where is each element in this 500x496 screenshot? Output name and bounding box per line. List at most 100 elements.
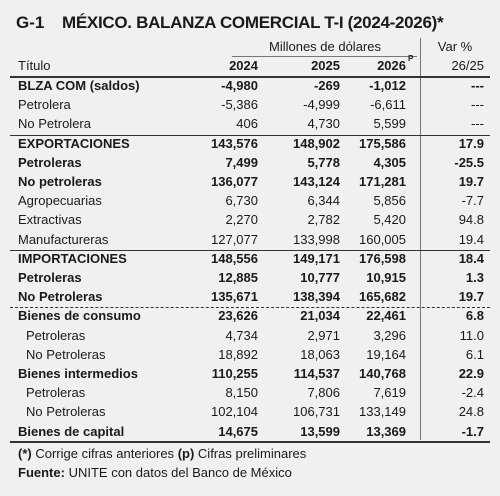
row-label: Petroleras [18, 270, 82, 285]
cell: 143,124 [293, 174, 340, 189]
cell: 12,885 [218, 270, 258, 285]
row-separator [10, 307, 490, 309]
cell: 138,394 [293, 289, 340, 305]
row-label: No Petroleras [18, 289, 103, 305]
cell: 133,998 [293, 231, 340, 247]
column-header: Título [18, 58, 51, 73]
row-separator [10, 249, 490, 251]
source-label: Fuente: [18, 465, 65, 480]
row-label: Agropecuarias [18, 193, 102, 209]
code: G-1 [16, 13, 45, 32]
source-text: UNITE con datos del Banco de México [68, 465, 292, 480]
row-label: Bienes de capital [18, 423, 125, 439]
cell: -1,012 [369, 78, 406, 93]
cell: -6,611 [370, 97, 406, 113]
unit-rule [232, 56, 417, 57]
cell: 102,104 [211, 404, 258, 420]
cell: 114,537 [293, 366, 340, 381]
row-label: Bienes intermedios [18, 366, 138, 381]
row-label: Manufactureras [18, 231, 109, 247]
cell: 6.1 [465, 346, 484, 362]
title: MÉXICO. BALANZA COMERCIAL T-I (2024-2026… [62, 13, 444, 32]
column-divider [420, 38, 421, 440]
note-text: Corrige cifras anteriores [35, 446, 175, 461]
cell: 4,734 [225, 327, 258, 343]
cell: --- [471, 78, 484, 93]
cell: 5,856 [373, 193, 406, 209]
row-label: IMPORTACIONES [18, 250, 127, 266]
cell: 19.7 [458, 174, 484, 189]
row-label: Bienes de consumo [18, 308, 141, 324]
cell: 18,892 [218, 346, 258, 362]
cell: 136,077 [211, 174, 258, 189]
cell: 22.9 [458, 366, 484, 381]
prelim-mark: P [408, 54, 414, 63]
cell: 13,369 [366, 423, 406, 439]
cell: 165,682 [359, 289, 406, 305]
note-text: Cifras preliminares [197, 446, 307, 461]
column-header: 2026 [377, 58, 406, 73]
bottom-rule [10, 441, 490, 443]
cell: -25.5 [454, 154, 484, 170]
cell: 18,063 [300, 346, 340, 362]
cell: 4,305 [373, 154, 406, 170]
cell: 140,768 [359, 366, 406, 381]
cell: 4,730 [307, 116, 340, 132]
cell: 14,675 [218, 423, 258, 439]
cell: 148,902 [293, 135, 340, 151]
cell: 6,730 [225, 193, 258, 209]
cell: --- [471, 97, 484, 113]
cell: 110,255 [211, 366, 258, 381]
row-label: Petroleras [26, 327, 86, 343]
cell: 2,270 [225, 212, 258, 228]
cell: 19.4 [458, 231, 484, 247]
cell: 7,499 [225, 154, 258, 170]
row-label: No Petrolera [18, 116, 91, 132]
row-label: Petroleras [18, 154, 82, 170]
cell: 175,586 [359, 135, 406, 151]
row-label: Petrolera [18, 97, 71, 113]
cell: 6.8 [465, 308, 484, 324]
cell: 5,778 [307, 154, 340, 170]
cell: 13,599 [300, 423, 340, 439]
row-label: EXPORTACIONES [18, 135, 130, 151]
row-label: No Petroleras [26, 404, 106, 420]
source: Fuente: UNITE con datos del Banco de Méx… [18, 465, 292, 481]
cell: 7,806 [307, 385, 340, 401]
cell: 143,576 [211, 135, 258, 151]
row-label: No Petroleras [26, 346, 106, 362]
cell: 5,599 [373, 116, 406, 132]
cell: 127,077 [211, 231, 258, 247]
cell: 1.3 [465, 270, 484, 285]
cell: -4,999 [303, 97, 340, 113]
column-header: 2025 [311, 58, 340, 73]
note-mark: (p) [177, 446, 195, 461]
cell: 21,034 [300, 308, 340, 324]
row-label: Extractivas [18, 212, 82, 228]
cell: 160,005 [359, 231, 406, 247]
cell: 10,777 [300, 270, 340, 285]
row-separator [10, 134, 490, 136]
cell: 18.4 [458, 250, 484, 266]
cell: 176,598 [359, 250, 406, 266]
cell: 149,171 [293, 250, 340, 266]
cell: 135,671 [211, 289, 258, 305]
cell: 19.7 [458, 289, 484, 305]
row-label: Petroleras [26, 385, 86, 401]
cell: 3,296 [373, 327, 406, 343]
cell: 6,344 [307, 193, 340, 209]
cell: -1.7 [461, 423, 484, 439]
cell: 8,150 [225, 385, 258, 401]
cell: 7,619 [373, 385, 406, 401]
cell: 22,461 [366, 308, 406, 324]
notes: (*) Corrige cifras anteriores (p) Cifras… [18, 446, 306, 462]
cell: 94.8 [458, 212, 484, 228]
var-title: Var % [437, 39, 473, 54]
cell: 24.8 [458, 404, 484, 420]
cell: 148,556 [211, 250, 258, 266]
cell: 406 [236, 116, 258, 132]
cell: 133,149 [359, 404, 406, 420]
row-label: BLZA COM (saldos) [18, 78, 140, 93]
cell: 2,971 [307, 327, 340, 343]
